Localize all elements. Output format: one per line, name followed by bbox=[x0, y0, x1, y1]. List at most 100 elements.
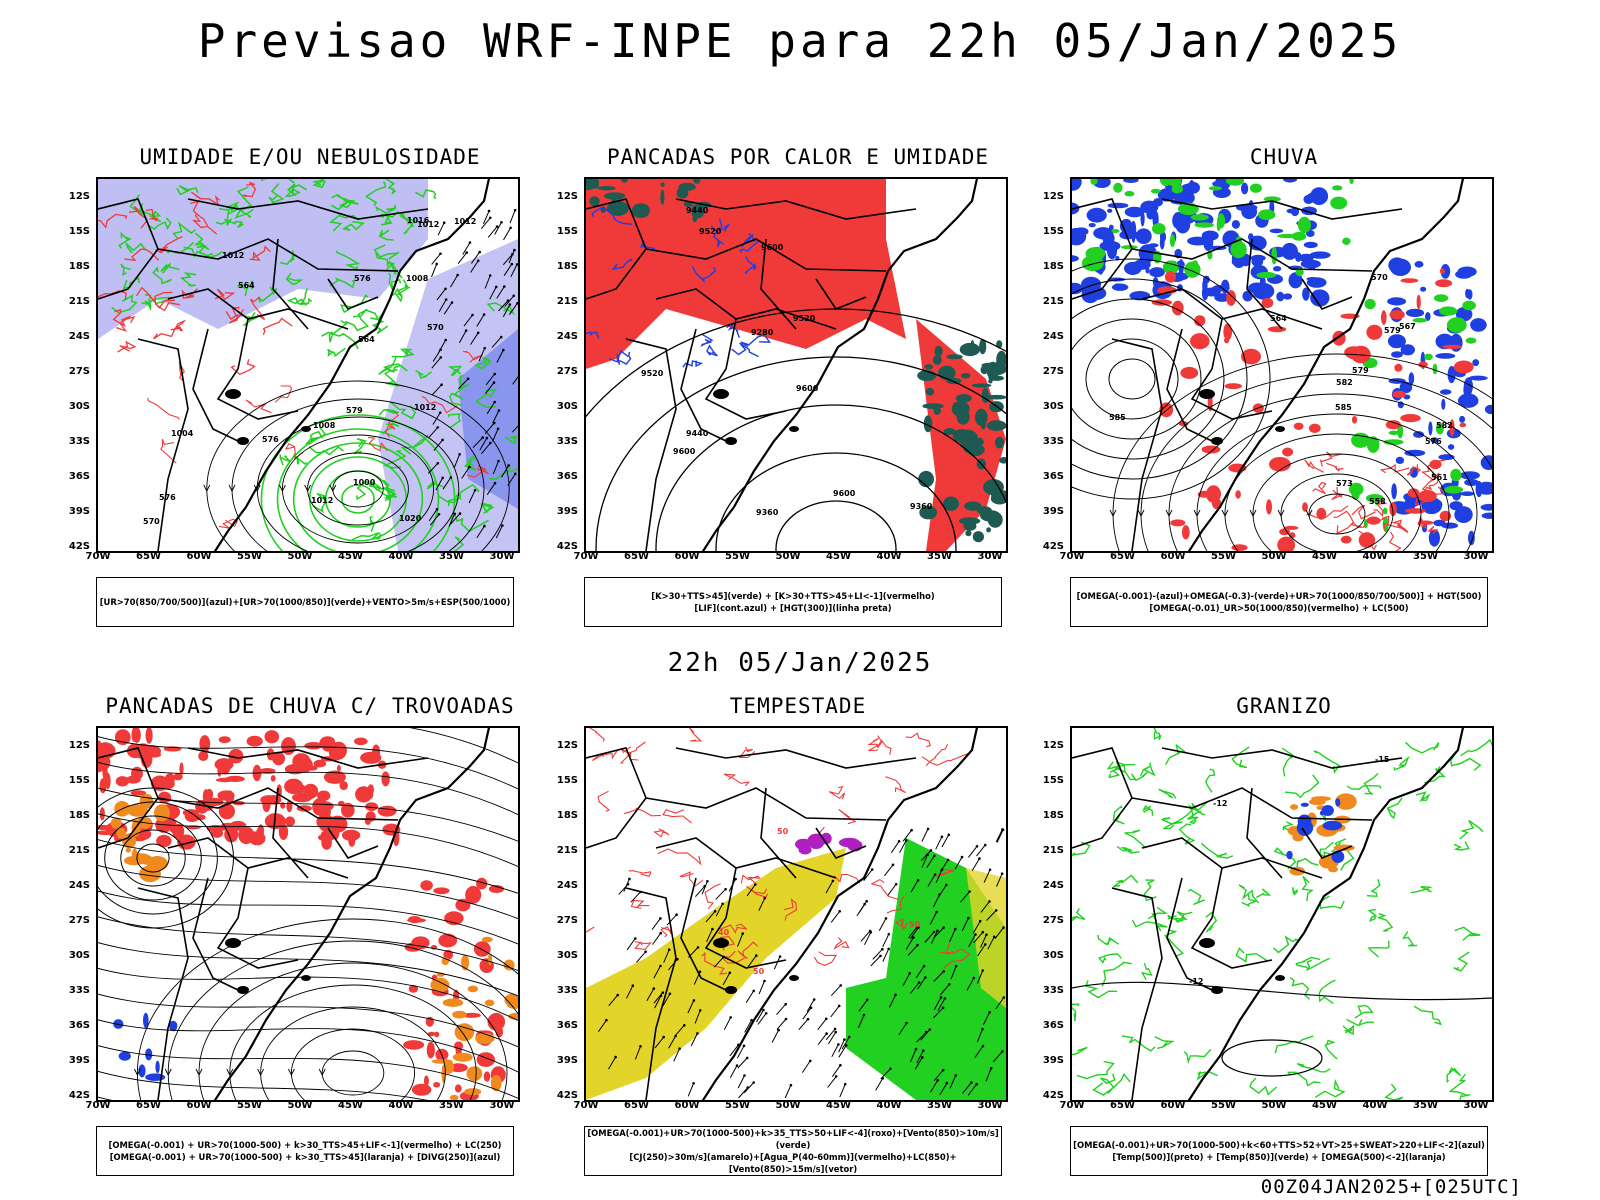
lon-tick-label: 45W bbox=[1312, 1100, 1337, 1111]
lake bbox=[1211, 986, 1223, 994]
lon-tick-label: 40W bbox=[388, 551, 414, 562]
panel-title: TEMPESTADE bbox=[729, 694, 867, 718]
lake bbox=[301, 975, 311, 981]
contour-label: 558 bbox=[1369, 497, 1386, 506]
map-area: 585 582 579 576 573 570 567 564 561 558 579 582 585 bbox=[1070, 177, 1494, 553]
legend-line: [OMEGA(-0.001)+UR>70(1000-500)+k<60+TTS>… bbox=[1073, 1140, 1485, 1150]
legend-line: [OMEGA(-0.001)+UR>70(1000-500)+k>35_TTS>… bbox=[587, 1128, 999, 1150]
contour-label: 564 bbox=[358, 335, 375, 344]
lon-tick-label: 70W bbox=[1059, 1100, 1085, 1111]
lat-tick-label: 15S bbox=[1042, 226, 1064, 237]
lon-tick-label: 70W bbox=[85, 1100, 111, 1111]
lake bbox=[1199, 938, 1215, 948]
contour-label: 1012 bbox=[414, 403, 436, 412]
state-border bbox=[586, 747, 647, 849]
lake bbox=[301, 426, 311, 432]
panel-title: UMIDADE E/OU NEBULOSIDADE bbox=[139, 145, 481, 169]
state-border bbox=[137, 338, 189, 551]
state-border bbox=[625, 887, 677, 1100]
contour-label: 9600 bbox=[673, 447, 696, 456]
map-area: 9600 9600 9600 9520 9520 9440 9360 9280 9440 9520… bbox=[584, 177, 1008, 553]
lat-tick-label: 15S bbox=[1042, 775, 1064, 786]
contour-label: 576 bbox=[354, 274, 371, 283]
lat-tick-label: 33S bbox=[556, 985, 578, 996]
lat-tick-label: 21S bbox=[68, 845, 90, 856]
lat-tick-label: 12S bbox=[1042, 740, 1064, 751]
panel-tempestade: TEMPESTADE 50 40 50 50 [OMEGA(-0.001)+UR>70… bbox=[548, 694, 1048, 1176]
lat-tick-label: 24S bbox=[68, 331, 90, 342]
lat-tick-label: 33S bbox=[556, 436, 578, 447]
contour-label: -15 bbox=[1375, 755, 1390, 764]
state-border bbox=[137, 887, 189, 1100]
lake bbox=[1275, 975, 1285, 981]
lon-tick-label: 35W bbox=[1413, 551, 1438, 562]
contour-label: 1016 bbox=[407, 216, 430, 225]
state-border bbox=[815, 278, 867, 310]
lon-tick-label: 65W bbox=[136, 1100, 161, 1111]
contour-label: 570 bbox=[427, 323, 444, 332]
contour-label: 9520 bbox=[699, 227, 722, 236]
state-border bbox=[98, 198, 159, 300]
lon-tick-label: 55W bbox=[237, 1100, 262, 1111]
lat-tick-label: 15S bbox=[556, 775, 578, 786]
lake bbox=[225, 938, 241, 948]
lon-tick-label: 55W bbox=[725, 551, 750, 562]
contour-label: 1012 bbox=[311, 496, 333, 505]
map-canvas: 9600960096009520952094409360928094409520… bbox=[586, 179, 1006, 551]
weather-fields: 1012101210121012100810121016102010001004… bbox=[98, 179, 518, 551]
weather-fields: 9600960096009520952094409360928094409520… bbox=[586, 179, 1006, 551]
lon-tick-label: 60W bbox=[674, 1100, 700, 1111]
lat-tick-label: 24S bbox=[1042, 331, 1064, 342]
state-border bbox=[1111, 338, 1163, 551]
contour-label: 9280 bbox=[751, 328, 774, 337]
state-border bbox=[1190, 867, 1273, 969]
geography bbox=[98, 728, 491, 1100]
lon-tick-label: 35W bbox=[439, 551, 464, 562]
geography bbox=[586, 728, 979, 1100]
lon-tick-label: 40W bbox=[1362, 551, 1388, 562]
lat-tick-label: 12S bbox=[68, 740, 90, 751]
lat-tick-label: 24S bbox=[556, 880, 578, 891]
panel-legend: [K>30+TTS>45](verde) + [K>30+TTS>45+LI<-… bbox=[584, 577, 1002, 627]
lat-tick-label: 30S bbox=[1042, 401, 1064, 412]
lon-tick-label: 30W bbox=[977, 551, 1003, 562]
lon-tick-label: 70W bbox=[573, 551, 599, 562]
lat-tick-label: 12S bbox=[68, 191, 90, 202]
lake bbox=[713, 389, 729, 399]
lat-tick-label: 12S bbox=[556, 191, 578, 202]
contour-label: 1012 bbox=[417, 220, 439, 229]
map-area: 1012 1012 1012 1012 1008 1012 1016 1020 1000 1004… bbox=[96, 177, 520, 553]
panel-legend: [OMEGA(-0.001) + UR>70(1000-500) + k>30_… bbox=[96, 1126, 514, 1176]
state-border bbox=[272, 787, 309, 879]
state-border bbox=[1190, 318, 1273, 420]
contour-label: 564 bbox=[238, 281, 255, 290]
lon-tick-label: 45W bbox=[1312, 551, 1337, 562]
lon-tick-label: 65W bbox=[624, 1100, 649, 1111]
state-border bbox=[1131, 238, 1373, 272]
lat-tick-label: 39S bbox=[68, 1055, 90, 1066]
panel-title: PANCADAS DE CHUVA C/ TROVOADAS bbox=[105, 694, 515, 718]
lake bbox=[1211, 437, 1223, 445]
contour-label: 50 bbox=[909, 920, 921, 929]
lat-tick-label: 18S bbox=[556, 810, 578, 821]
geography bbox=[1072, 728, 1465, 1100]
contour-label: 1020 bbox=[399, 514, 422, 523]
map-area: -15 -12 -12 bbox=[1070, 726, 1494, 1102]
contour-label: 561 bbox=[1431, 473, 1448, 482]
state-border bbox=[192, 877, 239, 991]
geography bbox=[1072, 179, 1465, 551]
lat-tick-label: 21S bbox=[556, 845, 578, 856]
lon-tick-label: 40W bbox=[876, 551, 902, 562]
panel-legend: [UR>70(850/700/500)](azul)+[UR>70(1000/8… bbox=[96, 577, 514, 627]
state-border bbox=[272, 238, 309, 330]
legend-line: [OMEGA(-0.001) + UR>70(1000-500) + k>30_… bbox=[108, 1140, 502, 1150]
contour-label: 570 bbox=[1371, 273, 1388, 282]
state-border bbox=[645, 238, 887, 272]
state-border bbox=[216, 318, 299, 420]
state-border bbox=[760, 238, 797, 330]
state-border bbox=[1166, 877, 1213, 991]
lat-tick-label: 24S bbox=[556, 331, 578, 342]
lat-tick-label: 27S bbox=[556, 915, 578, 926]
contour-label: 579 bbox=[346, 406, 363, 415]
lon-tick-label: 50W bbox=[287, 551, 313, 562]
